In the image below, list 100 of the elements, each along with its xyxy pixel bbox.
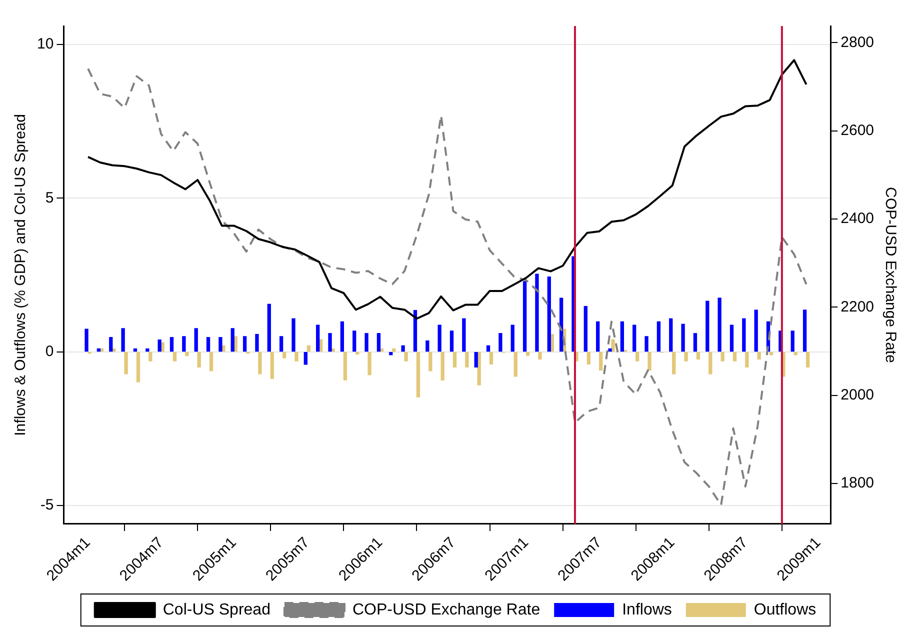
bar bbox=[599, 352, 603, 371]
bar bbox=[182, 336, 186, 352]
y-axis-title: Inflows & Outflows (% GDP) and Col-US Spread bbox=[12, 114, 30, 436]
bar bbox=[632, 324, 636, 352]
bar bbox=[426, 340, 430, 352]
bar bbox=[477, 352, 481, 386]
bar bbox=[522, 281, 527, 352]
bar bbox=[258, 352, 262, 374]
bar bbox=[611, 339, 615, 352]
bar bbox=[452, 352, 457, 368]
bar bbox=[121, 328, 125, 352]
bar bbox=[255, 334, 259, 352]
legend-label: COP-USD Exchange Rate bbox=[352, 601, 540, 618]
bar bbox=[474, 352, 478, 368]
bar bbox=[498, 333, 502, 352]
bar bbox=[586, 352, 590, 364]
bar bbox=[693, 333, 698, 352]
bar bbox=[185, 352, 189, 356]
legend-label: Inflows bbox=[622, 601, 672, 618]
bar bbox=[170, 337, 174, 352]
bar bbox=[802, 310, 807, 352]
y2-tick-label: 2600 bbox=[840, 122, 874, 140]
bar bbox=[636, 352, 640, 362]
bar bbox=[696, 352, 700, 360]
bar bbox=[684, 352, 688, 362]
y-tick-label: 5 bbox=[45, 189, 54, 206]
y2-tick-label: 2800 bbox=[840, 34, 874, 51]
bar bbox=[526, 352, 530, 356]
y-tick-label: 10 bbox=[36, 36, 54, 53]
bar bbox=[620, 321, 624, 352]
bar bbox=[292, 318, 296, 352]
bar bbox=[158, 339, 162, 352]
bar bbox=[172, 352, 177, 362]
line-series bbox=[87, 68, 808, 506]
bar bbox=[559, 298, 564, 352]
bar bbox=[194, 328, 198, 352]
bar bbox=[84, 328, 88, 352]
bar bbox=[416, 352, 420, 398]
bar bbox=[316, 324, 320, 352]
y-tick-label: 0 bbox=[45, 342, 54, 360]
bar bbox=[450, 330, 454, 352]
bar bbox=[328, 333, 332, 352]
bar bbox=[267, 304, 271, 352]
bar bbox=[340, 321, 344, 352]
bar bbox=[109, 337, 113, 352]
legend-label: Col-US Spread bbox=[162, 601, 270, 618]
bar bbox=[489, 352, 494, 364]
bar bbox=[306, 345, 310, 352]
bar bbox=[356, 352, 360, 355]
bar bbox=[438, 324, 442, 352]
bar bbox=[514, 352, 518, 377]
bar bbox=[510, 324, 514, 352]
bar bbox=[428, 352, 432, 372]
bar bbox=[669, 318, 673, 352]
bar bbox=[718, 298, 722, 352]
bar bbox=[401, 345, 405, 352]
legend-label: Outflows bbox=[754, 601, 816, 618]
bar bbox=[462, 318, 466, 352]
bar bbox=[197, 352, 201, 368]
bar bbox=[148, 352, 152, 362]
bar bbox=[270, 352, 274, 379]
bar bbox=[742, 318, 746, 352]
bar bbox=[708, 352, 712, 374]
bar bbox=[376, 333, 381, 352]
bar bbox=[230, 328, 234, 352]
y-tick-label: -5 bbox=[40, 496, 54, 514]
bar bbox=[465, 352, 469, 368]
bar bbox=[486, 345, 490, 352]
bar bbox=[136, 352, 140, 382]
bar bbox=[745, 352, 749, 368]
y2-tick-label: 2000 bbox=[840, 386, 874, 404]
y2-tick-label: 1800 bbox=[840, 474, 874, 492]
bar bbox=[644, 336, 648, 352]
y2-tick-label: 2400 bbox=[840, 210, 874, 228]
bar bbox=[218, 337, 222, 352]
bar bbox=[754, 310, 758, 352]
bar bbox=[209, 352, 214, 372]
bar bbox=[757, 352, 761, 360]
bar bbox=[242, 336, 247, 352]
bar bbox=[343, 352, 348, 380]
bar bbox=[706, 300, 710, 352]
bar bbox=[404, 352, 408, 362]
bar bbox=[720, 352, 724, 362]
bar bbox=[206, 337, 210, 352]
bar bbox=[596, 321, 600, 352]
bar bbox=[282, 352, 286, 358]
bar bbox=[730, 324, 734, 352]
bar bbox=[732, 352, 737, 362]
y2-tick-label: 2200 bbox=[840, 298, 874, 316]
bar bbox=[538, 352, 542, 360]
bar bbox=[547, 276, 551, 352]
y2-axis-title: COP-USD Exchange Rate bbox=[882, 187, 899, 363]
bar bbox=[806, 352, 810, 368]
bar bbox=[364, 333, 368, 352]
bar bbox=[535, 274, 539, 352]
bar bbox=[352, 330, 356, 352]
bar bbox=[656, 321, 661, 352]
bar bbox=[413, 310, 418, 352]
bar bbox=[294, 352, 298, 362]
bar bbox=[648, 352, 652, 371]
